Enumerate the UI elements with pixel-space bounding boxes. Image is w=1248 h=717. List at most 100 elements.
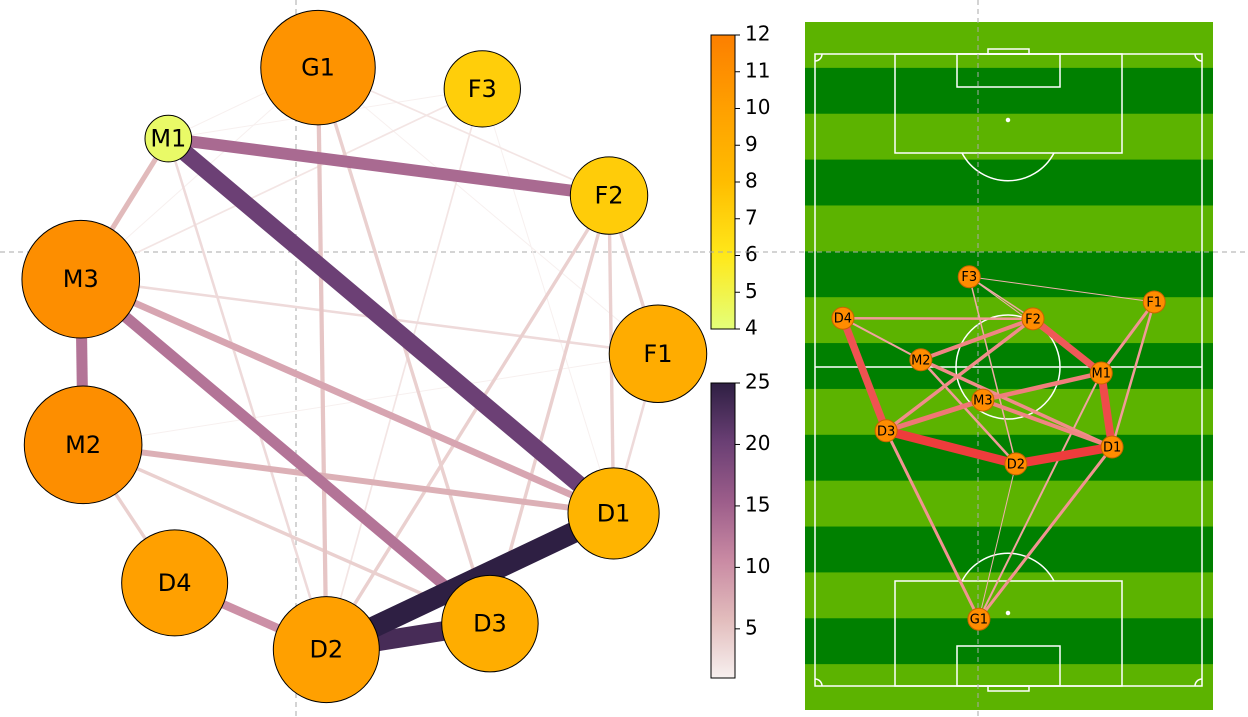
pitch-stripe: [805, 251, 1213, 298]
pitch-node: [909, 348, 933, 372]
edge: [80, 88, 483, 280]
pitch-node-label: D4: [834, 312, 852, 327]
edge: [167, 138, 328, 650]
pitch-node-label: F2: [1025, 312, 1041, 327]
pitch-edge: [1097, 372, 1117, 448]
pitch-node-label: M3: [973, 394, 993, 409]
colorbar-tick-label: 5: [745, 279, 758, 303]
pitch-node: [831, 306, 855, 330]
node: [272, 596, 380, 704]
penalty-spot: [1005, 610, 1011, 616]
pitch-node-label: G1: [970, 613, 988, 628]
colorbar-tick-label: 12: [745, 22, 770, 46]
pitch-node-label: M2: [911, 353, 931, 368]
pitch-stripe: [805, 664, 1213, 710]
pitch-stripe: [805, 526, 1213, 573]
pitch-edge: [1015, 442, 1113, 469]
pitch-node: [1004, 452, 1028, 476]
pitch-stripe: [805, 67, 1213, 115]
edge: [325, 88, 484, 650]
pitch-edge: [968, 276, 1034, 320]
pitch-node-label: F1: [1146, 295, 1162, 310]
pitch-edge: [977, 446, 1114, 621]
pitch-edge: [842, 317, 922, 361]
node-label: D1: [597, 499, 631, 527]
pitch-node-label: M1: [1092, 367, 1112, 382]
pitch-edge: [982, 370, 1102, 403]
pitch-edge: [842, 316, 1033, 321]
pitch-stripe: [805, 159, 1213, 206]
colorbar-tick-label: 15: [745, 492, 770, 516]
pitch-edge: [982, 398, 1113, 449]
node: [260, 9, 376, 126]
edge: [82, 441, 614, 517]
circular-network: G1 F3 F2 F1 D1 D3 D2 D4 M2 M3 M1: [0, 0, 708, 717]
node-label: D4: [158, 569, 192, 597]
edge: [83, 353, 659, 446]
pitch-network: F3 F1 D4 F2 M2 M1 M3 D3 D1 D2 G1: [700, 0, 1248, 717]
penalty-arc: [961, 152, 1055, 182]
node-label: M1: [150, 125, 186, 153]
pitch-edge: [969, 276, 1155, 303]
node-label: F3: [468, 75, 497, 103]
edge: [162, 132, 620, 520]
edge: [317, 67, 659, 355]
pitch-edge: [978, 463, 1017, 620]
node-label: F2: [594, 182, 623, 210]
pitch-edge: [920, 358, 1113, 449]
edge: [79, 276, 615, 517]
colorbar-tick-label: 10: [745, 554, 770, 578]
pitch-node: [874, 419, 898, 443]
pitch-edge: [978, 372, 1103, 620]
node-label: D2: [309, 636, 343, 664]
pitch-stripe: [805, 480, 1213, 528]
pitch-lines: [814, 48, 1203, 692]
node-label: M2: [65, 431, 101, 459]
colorbar-tick-label: 25: [745, 370, 770, 394]
center-circle: [955, 314, 1061, 420]
goal: [987, 685, 1030, 692]
pitch-node: [1142, 290, 1166, 314]
node-label: D3: [473, 610, 507, 638]
edge: [315, 67, 329, 650]
pitch-edge: [920, 316, 1034, 362]
pitch-edge: [885, 317, 1035, 433]
colorbar: [710, 34, 736, 330]
node: [441, 574, 539, 673]
node: [443, 50, 521, 128]
pitch-node-label: F3: [961, 270, 977, 285]
pitch-edge: [1100, 301, 1156, 374]
colorbar-tick-label: 5: [745, 615, 758, 639]
node: [608, 304, 708, 404]
colorbar-tick-label: 9: [745, 132, 758, 156]
corner-arcs: [814, 53, 1203, 687]
pitch-node: [967, 607, 991, 631]
node-label: F1: [643, 340, 672, 368]
pitch-node-label: D3: [877, 424, 895, 439]
pitch-edge: [919, 358, 1017, 465]
edge: [77, 274, 494, 628]
node: [569, 156, 649, 235]
pitch-edge: [839, 316, 890, 433]
colorbars: 4 5 6 7 8 9 10 11 12 5 10 15 20 25: [710, 22, 770, 679]
goal: [987, 48, 1030, 55]
colorbar-tick-label: 10: [745, 95, 770, 119]
colorbar-tick-label: 20: [745, 431, 770, 455]
node-label: M3: [63, 265, 99, 293]
penalty-arc: [961, 552, 1055, 582]
edge: [167, 132, 610, 202]
colorbar-tick-label: 8: [745, 169, 758, 193]
colorbar-tick-label: 4: [745, 316, 758, 340]
colorbar: [710, 382, 736, 679]
pitch-edge: [968, 276, 1017, 465]
pitch-stripe: [805, 22, 1213, 69]
pitch-node: [1021, 307, 1045, 331]
pitch-node-label: D1: [1103, 441, 1121, 456]
pitch-edge: [884, 430, 981, 620]
penalty-spot: [1005, 117, 1011, 123]
pitch-node: [1100, 435, 1124, 459]
pitch-node: [957, 265, 981, 289]
node: [21, 219, 141, 339]
edge: [481, 88, 615, 514]
